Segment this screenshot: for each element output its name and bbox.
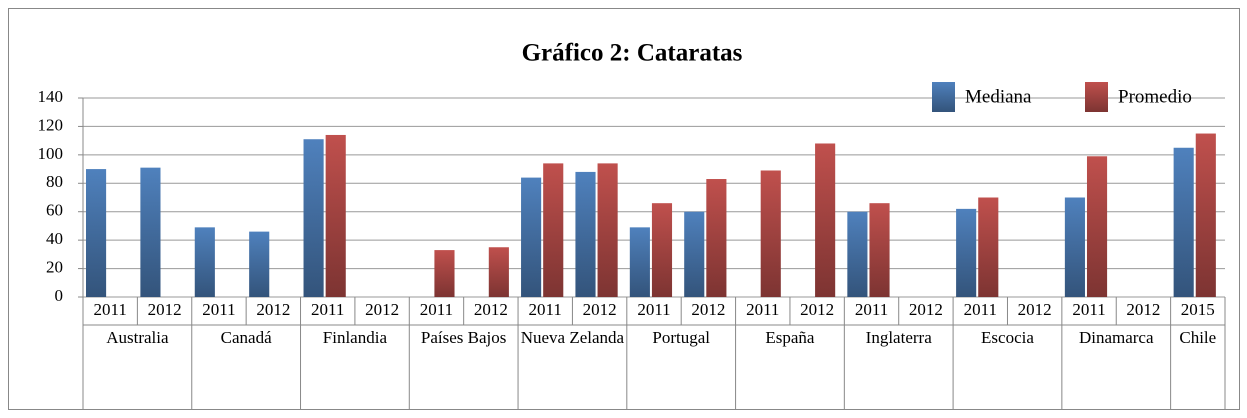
bar: [194, 227, 215, 297]
chart-title: Gráfico 2: Cataratas: [522, 40, 743, 67]
bar: [597, 163, 618, 297]
x-tick-label: 2012: [256, 300, 290, 319]
bar: [1173, 147, 1194, 297]
group-label: Australia: [106, 328, 169, 347]
x-tick-label: 2011: [529, 300, 562, 319]
y-tick-label: 100: [38, 144, 64, 163]
bar: [847, 211, 868, 297]
bar: [575, 171, 596, 297]
y-tick-label: 20: [46, 257, 63, 276]
bar: [1064, 197, 1085, 297]
bar: [140, 167, 161, 297]
bar: [651, 203, 673, 297]
y-tick-label: 120: [38, 115, 64, 134]
bar: [978, 197, 999, 297]
bar: [249, 231, 270, 297]
y-tick-label: 140: [38, 87, 64, 106]
group-label: Inglaterra: [866, 328, 933, 347]
group-label: Dinamarca: [1079, 328, 1154, 347]
x-tick-label: 2011: [746, 300, 779, 319]
bar: [956, 208, 977, 297]
x-tick-label: 2012: [365, 300, 399, 319]
group-label: Canadá: [221, 328, 272, 347]
bar: [86, 169, 107, 297]
y-tick-label: 60: [46, 201, 63, 220]
x-tick-label: 2012: [691, 300, 725, 319]
bar: [815, 143, 836, 297]
bar: [521, 177, 542, 297]
legend-swatch: [932, 82, 955, 112]
x-tick-label: 2012: [583, 300, 617, 319]
legend-swatch: [1085, 82, 1108, 112]
x-tick-label: 2011: [855, 300, 888, 319]
y-tick-label: 80: [46, 172, 63, 191]
group-label: Nueva Zelanda: [521, 328, 625, 347]
x-tick-label: 2011: [964, 300, 997, 319]
bar: [325, 134, 346, 297]
x-tick-label: 2012: [800, 300, 834, 319]
x-tick-label: 2011: [94, 300, 127, 319]
x-tick-label: 2012: [909, 300, 943, 319]
x-tick-label: 2012: [1126, 300, 1160, 319]
bar: [434, 250, 455, 297]
y-tick-label: 0: [55, 286, 64, 305]
bar: [869, 203, 890, 297]
bar: [760, 170, 781, 297]
x-tick-label: 2012: [1018, 300, 1052, 319]
group-label: Portugal: [652, 328, 710, 347]
chart-frame: [8, 8, 1240, 410]
x-tick-label: 2011: [311, 300, 344, 319]
bar: [706, 179, 727, 297]
group-label: Chile: [1179, 328, 1216, 347]
x-tick-label: 2011: [637, 300, 670, 319]
x-tick-label: 2012: [148, 300, 182, 319]
x-tick-label: 2011: [420, 300, 453, 319]
bar: [303, 139, 324, 297]
bar: [1195, 133, 1216, 297]
group-label: Finlandia: [323, 328, 388, 347]
bar: [1086, 156, 1108, 297]
x-tick-label: 2011: [202, 300, 235, 319]
bar: [488, 247, 509, 297]
group-label: Países Bajos: [421, 328, 506, 347]
bar: [684, 211, 705, 297]
x-tick-label: 2011: [1072, 300, 1105, 319]
group-label: España: [765, 328, 815, 347]
bar: [629, 227, 650, 297]
x-tick-label: 2015: [1181, 300, 1215, 319]
x-tick-label: 2012: [474, 300, 508, 319]
group-label: Escocia: [981, 328, 1034, 347]
y-tick-label: 40: [46, 229, 63, 248]
legend-label: Promedio: [1118, 86, 1192, 107]
bar: [543, 163, 564, 297]
legend-label: Mediana: [965, 86, 1032, 107]
